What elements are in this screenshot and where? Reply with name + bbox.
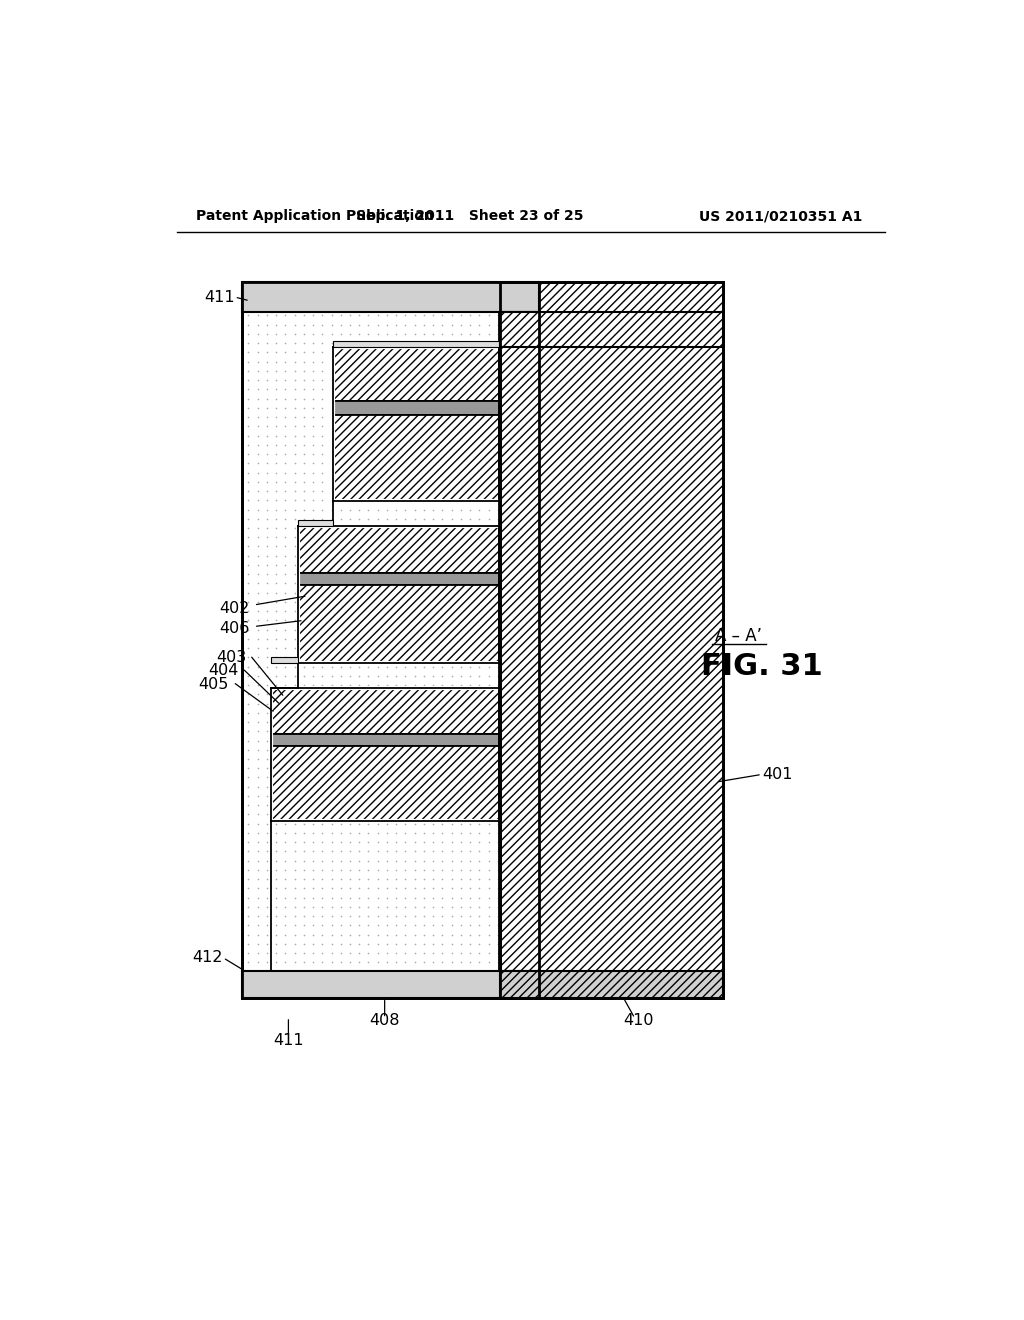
Text: 403: 403: [216, 649, 246, 665]
Bar: [333, 401, 500, 414]
Bar: [270, 746, 500, 821]
Bar: [270, 688, 500, 734]
Bar: [333, 347, 500, 401]
Text: 401: 401: [762, 767, 793, 781]
Text: Patent Application Publication: Patent Application Publication: [196, 209, 434, 223]
Text: FIG. 31: FIG. 31: [701, 652, 823, 681]
Text: 411: 411: [204, 289, 234, 305]
Text: 410: 410: [624, 1014, 654, 1028]
Text: 411: 411: [273, 1032, 304, 1048]
Text: 405: 405: [199, 677, 229, 692]
Bar: [298, 520, 333, 527]
Bar: [270, 656, 298, 663]
Bar: [500, 281, 724, 998]
Text: 406: 406: [219, 620, 250, 636]
Bar: [333, 414, 500, 502]
Bar: [243, 281, 539, 998]
Text: Sep. 1, 2011   Sheet 23 of 25: Sep. 1, 2011 Sheet 23 of 25: [355, 209, 583, 223]
Text: 402: 402: [219, 602, 250, 616]
Bar: [298, 585, 500, 663]
Text: US 2011/0210351 A1: US 2011/0210351 A1: [698, 209, 862, 223]
Text: 408: 408: [370, 1014, 400, 1028]
Bar: [298, 527, 500, 573]
Text: 412: 412: [193, 950, 223, 965]
Bar: [500, 313, 724, 347]
Bar: [243, 970, 539, 998]
Bar: [270, 734, 500, 746]
Bar: [333, 341, 500, 347]
Bar: [298, 573, 500, 585]
Text: 404: 404: [208, 663, 239, 678]
Bar: [243, 281, 539, 313]
Text: A – A’: A – A’: [716, 627, 762, 644]
Bar: [500, 281, 724, 998]
Bar: [243, 281, 539, 998]
Bar: [500, 970, 724, 998]
